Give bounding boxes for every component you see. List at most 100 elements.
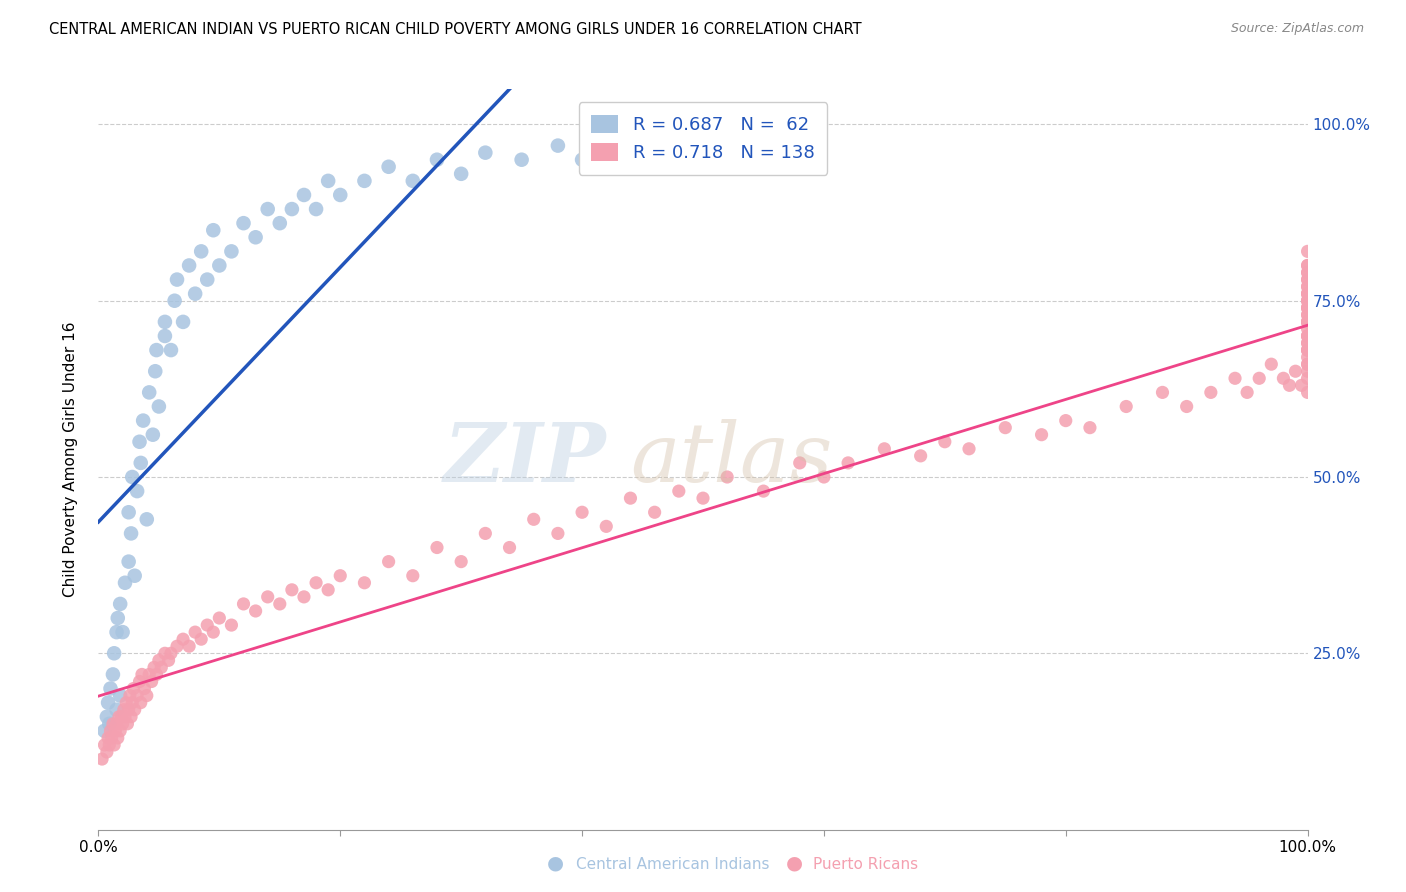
- Text: ZIP: ZIP: [444, 419, 606, 500]
- Point: [1296, 322, 1319, 336]
- Point: [221, 618, 243, 632]
- Point: [316, 582, 339, 597]
- Point: [118, 555, 141, 569]
- Point: [402, 174, 425, 188]
- Point: [1296, 272, 1319, 286]
- Point: [1296, 301, 1319, 315]
- Point: [221, 244, 243, 259]
- Point: [1078, 420, 1101, 434]
- Text: Puerto Ricans: Puerto Ricans: [813, 857, 918, 872]
- Point: [1296, 343, 1319, 357]
- Point: [668, 484, 690, 499]
- Point: [1296, 272, 1319, 286]
- Point: [1296, 244, 1319, 259]
- Point: [957, 442, 980, 456]
- Point: [1296, 315, 1319, 329]
- Point: [122, 681, 145, 696]
- Point: [107, 611, 129, 625]
- Point: [873, 442, 896, 456]
- Point: [1284, 364, 1306, 378]
- Point: [105, 716, 128, 731]
- Point: [716, 470, 738, 484]
- Point: [1296, 279, 1319, 293]
- Point: [1199, 385, 1222, 400]
- Point: [450, 555, 472, 569]
- Point: [1296, 329, 1319, 343]
- Point: [1236, 385, 1258, 400]
- Point: [426, 153, 449, 167]
- Point: [1296, 357, 1319, 371]
- Point: [402, 568, 425, 582]
- Point: [141, 674, 163, 689]
- Point: [245, 604, 267, 618]
- Point: [208, 611, 231, 625]
- Y-axis label: Child Poverty Among Girls Under 16: Child Poverty Among Girls Under 16: [63, 322, 77, 597]
- Point: [450, 167, 472, 181]
- Point: [172, 315, 194, 329]
- Point: [128, 674, 150, 689]
- Point: [93, 738, 115, 752]
- Point: [1296, 266, 1319, 280]
- Point: [305, 202, 328, 216]
- Point: [118, 505, 141, 519]
- Point: [316, 174, 339, 188]
- Point: [172, 632, 194, 647]
- Point: [202, 625, 225, 640]
- Point: [1296, 329, 1319, 343]
- Point: [148, 653, 170, 667]
- Point: [97, 731, 120, 745]
- Point: [1272, 371, 1295, 385]
- Point: [498, 541, 520, 555]
- Point: [131, 667, 153, 681]
- Point: [114, 710, 136, 724]
- Point: [1291, 378, 1313, 392]
- Point: [595, 138, 617, 153]
- Point: [1296, 315, 1319, 329]
- Point: [1278, 378, 1301, 392]
- Point: [121, 696, 143, 710]
- Point: [1296, 357, 1319, 371]
- Point: [353, 174, 375, 188]
- Text: CENTRAL AMERICAN INDIAN VS PUERTO RICAN CHILD POVERTY AMONG GIRLS UNDER 16 CORRE: CENTRAL AMERICAN INDIAN VS PUERTO RICAN …: [49, 22, 862, 37]
- Point: [281, 582, 304, 597]
- Point: [100, 681, 122, 696]
- Point: [98, 716, 121, 731]
- Point: [510, 153, 533, 167]
- Point: [101, 716, 124, 731]
- Point: [1031, 427, 1053, 442]
- Point: [1296, 286, 1319, 301]
- Point: [179, 639, 201, 653]
- Point: [104, 723, 127, 738]
- Point: [377, 160, 399, 174]
- Point: [1296, 259, 1319, 273]
- Point: [127, 689, 149, 703]
- Point: [1296, 286, 1319, 301]
- Point: [1296, 293, 1319, 308]
- Point: [127, 484, 149, 499]
- Point: [148, 400, 170, 414]
- Point: [103, 646, 125, 660]
- Point: [124, 568, 146, 582]
- Point: [523, 512, 546, 526]
- Point: [256, 590, 278, 604]
- Point: [1296, 364, 1319, 378]
- Point: [571, 505, 593, 519]
- Point: [105, 703, 128, 717]
- Point: [1296, 308, 1319, 322]
- Point: [329, 568, 352, 582]
- Point: [107, 731, 129, 745]
- Point: [245, 230, 267, 244]
- Point: [1296, 336, 1319, 351]
- Point: [1296, 279, 1319, 293]
- Point: [166, 272, 188, 286]
- Point: [124, 703, 146, 717]
- Point: [202, 223, 225, 237]
- Point: [117, 716, 139, 731]
- Point: [166, 639, 188, 653]
- Point: [108, 689, 131, 703]
- Point: [108, 710, 131, 724]
- Point: [195, 618, 218, 632]
- Point: [934, 434, 956, 449]
- Text: ●: ●: [547, 854, 564, 872]
- Point: [160, 343, 183, 357]
